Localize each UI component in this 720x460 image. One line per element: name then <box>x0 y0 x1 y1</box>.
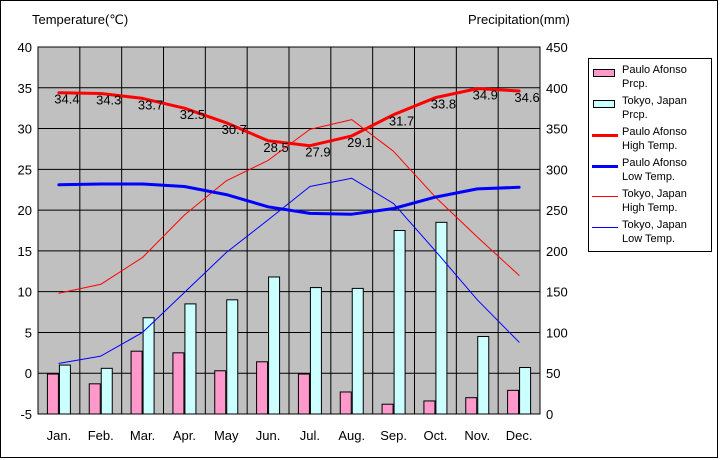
legend-item: Tokyo, Japan Prcp. <box>589 93 713 123</box>
y-left-tick-label: 10 <box>18 285 32 300</box>
data-label: 34.9 <box>473 88 498 103</box>
y-right-tick-label: 450 <box>546 40 568 55</box>
legend-label: Tokyo, Japan Prcp. <box>622 95 687 121</box>
precip-bar <box>226 299 239 415</box>
precip-bar <box>339 391 352 415</box>
legend: Paulo Afonso Prcp. Tokyo, Japan Prcp. Paul… <box>588 58 712 252</box>
precip-bar <box>297 373 310 415</box>
legend-label: Paulo Afonso Prcp. <box>622 64 687 90</box>
y-right-tick-label: 400 <box>546 81 568 96</box>
y-left-tick-label: 35 <box>18 81 32 96</box>
legend-item: Tokyo, Japan Low Temp. <box>589 217 713 247</box>
data-label: 30.7 <box>222 122 247 137</box>
temp-series-line <box>57 182 521 216</box>
y-right-tick-label: 150 <box>546 285 568 300</box>
x-tick-label: Nov. <box>464 428 490 443</box>
temp-series-line <box>58 177 520 364</box>
legend-label: Paulo Afonso High Temp. <box>622 126 687 152</box>
legend-label: Tokyo, Japan Low Temp. <box>622 219 687 245</box>
legend-line-swatch <box>592 227 618 228</box>
y-left-tick-label: 40 <box>18 40 32 55</box>
data-label: 31.7 <box>389 114 414 129</box>
x-tick-label: Jan. <box>47 428 72 443</box>
data-label: 34.4 <box>54 92 79 107</box>
data-label: 27.9 <box>305 145 330 160</box>
precip-bar <box>88 383 101 415</box>
x-tick-label: Jul. <box>300 428 320 443</box>
y-left-tick-label: 15 <box>18 244 32 259</box>
precip-bar <box>477 336 490 415</box>
x-tick-label: Jun. <box>256 428 281 443</box>
precip-bar <box>393 230 406 415</box>
legend-bar-swatch <box>593 69 615 77</box>
x-tick-label: Aug. <box>338 428 365 443</box>
precip-bar <box>172 352 185 415</box>
x-tick-label: Sep. <box>380 428 407 443</box>
legend-label: Tokyo, Japan High Temp. <box>622 188 687 214</box>
y-left-tick-label: -5 <box>20 407 32 422</box>
data-label: 34.3 <box>96 92 121 107</box>
x-tick-label: Oct. <box>423 428 447 443</box>
legend-label: Paulo Afonso Low Temp. <box>622 157 687 183</box>
y-left-tick-label: 5 <box>25 325 32 340</box>
precip-bar <box>58 364 71 415</box>
x-tick-label: Mar. <box>130 428 155 443</box>
data-label: 29.1 <box>347 135 372 150</box>
plot-border <box>37 46 541 415</box>
precip-bar <box>423 400 436 415</box>
x-tick-label: Apr. <box>173 428 196 443</box>
legend-item: Paulo Afonso Prcp. <box>589 62 713 92</box>
y-left-tick-label: 0 <box>25 366 32 381</box>
y-left-tick-label: 30 <box>18 122 32 137</box>
precip-bar <box>214 370 227 415</box>
precip-bar <box>507 389 520 415</box>
y-left-tick-label: 25 <box>18 162 32 177</box>
precip-bar <box>142 317 155 415</box>
y-right-tick-label: 0 <box>546 407 553 422</box>
precip-bar <box>465 397 478 415</box>
legend-line-swatch <box>592 196 618 197</box>
x-tick-label: Dec. <box>506 428 533 443</box>
x-tick-label: Feb. <box>88 428 114 443</box>
precip-bar <box>309 287 322 415</box>
y-right-tick-label: 250 <box>546 203 568 218</box>
data-label: 33.8 <box>431 97 456 112</box>
legend-item: Tokyo, Japan High Temp. <box>589 186 713 216</box>
legend-bar-swatch <box>593 100 615 108</box>
y-right-tick-label: 350 <box>546 122 568 137</box>
precipitation-axis-title: Precipitation(mm) <box>468 12 570 27</box>
legend-line-swatch <box>592 134 618 137</box>
precip-bar <box>130 350 143 415</box>
temp-series-line <box>57 87 521 148</box>
precip-bar <box>100 367 113 415</box>
legend-line-swatch <box>592 165 618 168</box>
precip-bar <box>46 373 59 415</box>
legend-item: Paulo Afonso Low Temp. <box>589 155 713 185</box>
temperature-axis-title: Temperature(℃) <box>32 12 129 27</box>
x-tick-label: May <box>214 428 239 443</box>
precip-bar <box>381 403 394 415</box>
precip-bar <box>435 221 448 415</box>
data-label: 32.5 <box>180 107 205 122</box>
data-label: 34.6 <box>514 90 539 105</box>
precip-bar <box>268 276 281 415</box>
y-right-tick-label: 100 <box>546 325 568 340</box>
y-right-tick-label: 200 <box>546 244 568 259</box>
y-right-tick-label: 50 <box>546 366 560 381</box>
precip-bar <box>519 367 532 415</box>
precip-bar <box>256 361 269 415</box>
temp-series-line <box>58 119 520 294</box>
legend-item: Paulo Afonso High Temp. <box>589 124 713 154</box>
precip-bar <box>184 303 197 415</box>
y-right-tick-label: 300 <box>546 162 568 177</box>
precip-bar <box>351 287 364 415</box>
data-label: 33.7 <box>138 97 163 112</box>
data-label: 28.5 <box>263 140 288 155</box>
y-left-tick-label: 20 <box>18 203 32 218</box>
